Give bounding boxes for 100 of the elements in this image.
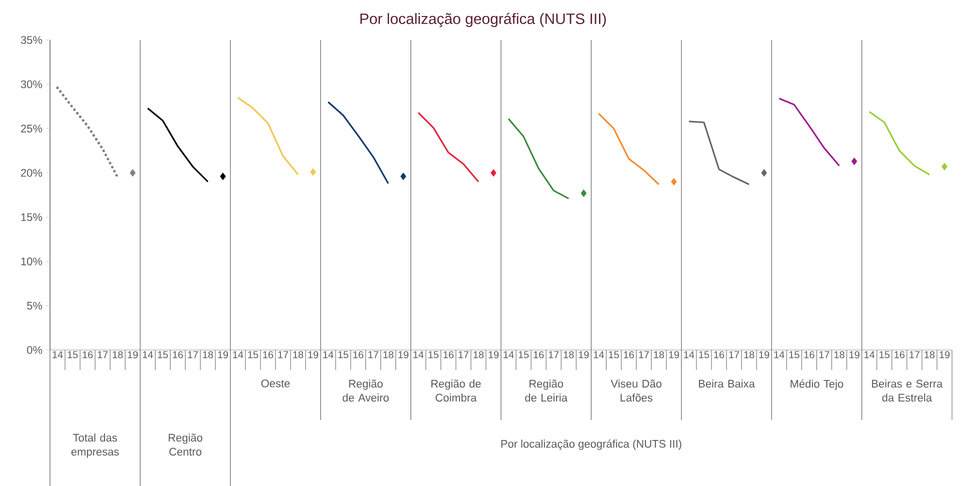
text: Região Centro	[168, 433, 202, 456]
x-tick-label: 18	[474, 351, 484, 358]
x-tick-label: 15	[338, 351, 348, 358]
x-tick-label: 17	[368, 351, 378, 358]
point	[220, 172, 226, 180]
y-tick-label: 10%	[21, 257, 42, 266]
x-tick-label: 19	[940, 351, 950, 358]
point	[130, 168, 136, 177]
x-tick-label: 14	[504, 351, 514, 358]
point	[310, 168, 316, 176]
x-tick-label: 14	[414, 351, 424, 358]
line-series	[688, 120, 750, 186]
x-tick-label: 19	[578, 351, 589, 358]
x-tick-label: 18	[203, 351, 213, 358]
x-tick-label: 16	[82, 351, 93, 358]
point	[761, 168, 767, 177]
x-tick-label: 19	[669, 351, 679, 358]
y-tick-label: 35%	[20, 36, 42, 44]
line-series	[868, 110, 930, 176]
x-tick-label: 18	[564, 351, 574, 358]
line-series	[418, 112, 480, 182]
x-tick-label: 16	[444, 351, 454, 358]
x-tick-label: 16	[353, 351, 364, 358]
x-tick-label: 17	[458, 351, 468, 358]
x-tick-label: 17	[98, 351, 108, 358]
text: Beiras e Serra da Estrela	[872, 379, 943, 402]
point	[490, 168, 496, 177]
line-series	[146, 107, 209, 182]
x-tick-label: 14	[864, 351, 875, 358]
text: Médio Tejo	[790, 379, 844, 390]
x-tick-label: 15	[428, 351, 438, 358]
x-tick-label: 19	[488, 351, 499, 358]
x-tick-label: 15	[789, 351, 800, 358]
x-tick-label: 18	[654, 351, 664, 358]
x-tick-label: 14	[684, 351, 694, 358]
x-tick-label: 19	[308, 351, 318, 358]
line-series	[327, 101, 390, 184]
x-tick-label: 15	[68, 351, 78, 358]
x-tick-label: 15	[880, 351, 890, 358]
x-tick-label: 15	[699, 351, 710, 358]
y-tick-label: 15%	[21, 213, 42, 221]
y-tick-label: 5%	[27, 302, 42, 310]
y-tick-label: 20%	[21, 168, 42, 177]
line-series	[778, 98, 840, 166]
x-tick-label: 15	[158, 351, 168, 358]
x-tick-label: 15	[248, 351, 258, 358]
text: Região de Leiria	[525, 379, 568, 402]
line-series	[508, 118, 570, 200]
chart-title: Por localização geográfica (NUTS III)	[360, 12, 606, 27]
x-tick-label: 17	[819, 351, 830, 358]
text: Região de Coimbra	[431, 379, 481, 402]
x-tick-label: 14	[594, 351, 604, 358]
line-series	[598, 112, 660, 186]
text: Oeste	[261, 379, 290, 388]
point	[942, 162, 948, 170]
x-tick-label: 14	[774, 351, 784, 358]
x-tick-label: 18	[924, 351, 935, 358]
x-tick-label: 14	[52, 351, 63, 358]
x-tick-label: 18	[383, 351, 394, 358]
x-tick-label: 17	[910, 351, 920, 358]
x-tick-label: 16	[894, 351, 905, 358]
x-tick-label: 18	[112, 351, 123, 358]
x-tick-label: 17	[278, 351, 288, 358]
x-tick-label: 14	[142, 351, 153, 358]
text: Por localização geográfica (NUTS III)	[501, 439, 682, 450]
text: Beira Baixa	[698, 379, 755, 388]
y-tick-label: 30%	[20, 80, 42, 88]
x-tick-label: 18	[744, 351, 754, 358]
line-series	[56, 86, 119, 178]
x-tick-label: 19	[849, 351, 860, 358]
x-tick-label: 16	[804, 351, 814, 358]
x-tick-label: 19	[398, 351, 408, 358]
x-tick-label: 17	[729, 351, 740, 358]
x-tick-label: 15	[608, 351, 619, 358]
x-tick-label: 19	[128, 351, 138, 358]
text: Região de Aveiro	[342, 379, 389, 402]
x-tick-label: 17	[188, 351, 198, 358]
x-tick-label: 16	[172, 351, 183, 358]
x-tick-label: 16	[263, 351, 274, 358]
point	[580, 189, 587, 197]
line-series	[237, 96, 299, 176]
x-tick-label: 16	[534, 351, 544, 358]
x-tick-label: 18	[293, 351, 304, 358]
x-tick-label: 18	[834, 351, 844, 358]
x-tick-label: 16	[624, 351, 634, 358]
x-tick-label: 15	[518, 351, 529, 358]
y-tick-label: 0%	[27, 346, 42, 354]
x-tick-label: 17	[548, 351, 559, 358]
x-tick-label: 16	[714, 351, 724, 358]
point	[400, 172, 406, 180]
x-tick-label: 17	[639, 351, 649, 358]
point	[851, 157, 858, 165]
x-tick-label: 19	[759, 351, 770, 358]
y-tick-label: 25%	[21, 124, 42, 132]
text: Total das empresas	[71, 433, 119, 458]
text: Viseu Dão Lafões	[610, 379, 662, 402]
x-tick-label: 14	[233, 351, 244, 358]
x-tick-label: 14	[323, 351, 334, 358]
x-tick-label: 19	[218, 351, 228, 358]
point	[670, 178, 677, 186]
